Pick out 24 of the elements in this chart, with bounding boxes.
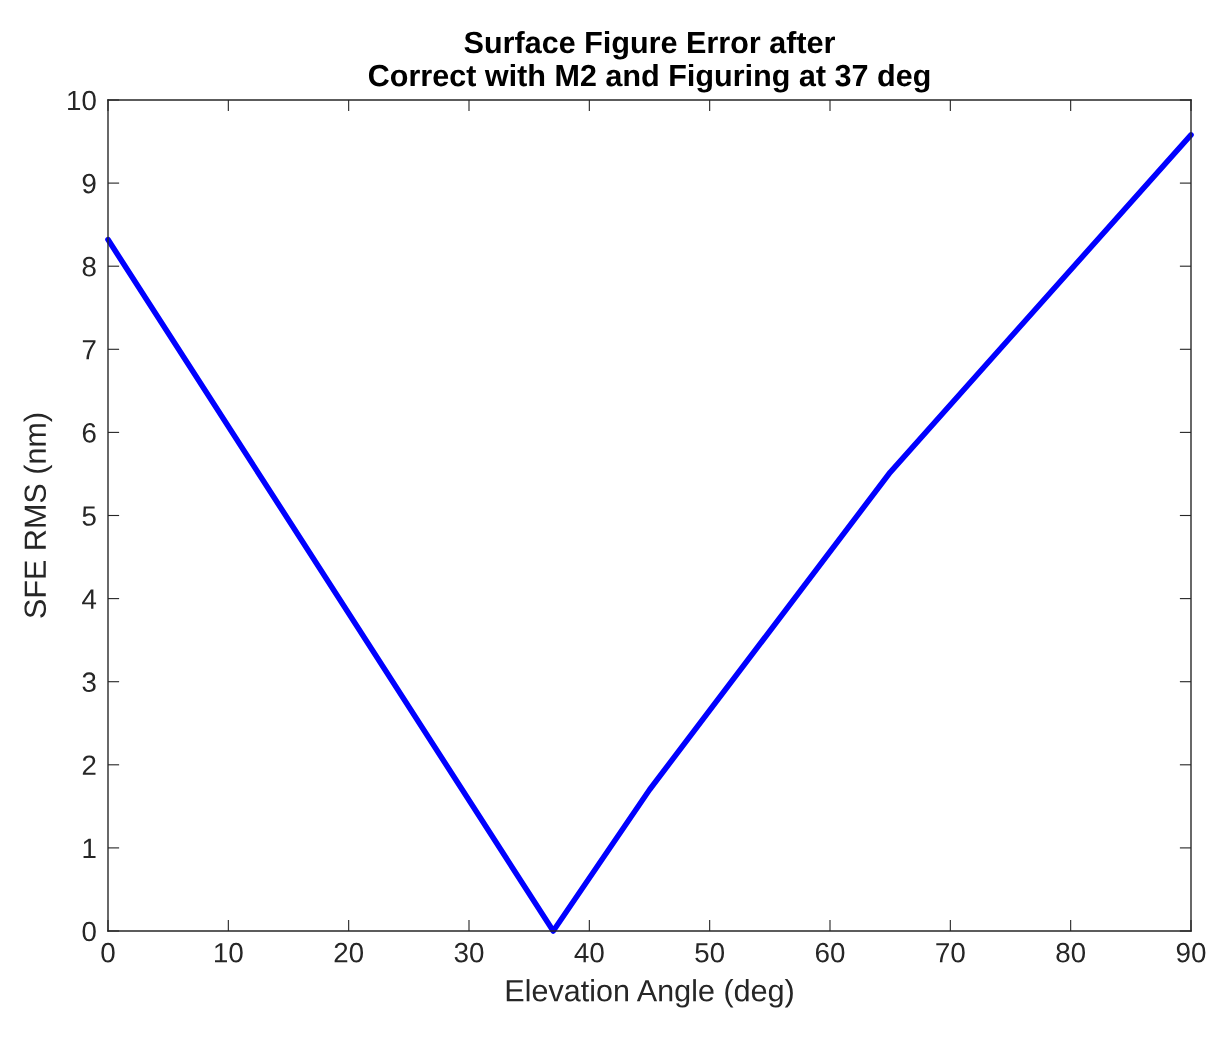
x-tick-label: 30 [454, 942, 484, 963]
y-tick-label: 8 [82, 256, 96, 277]
x-tick-label: 40 [574, 942, 604, 963]
y-tick-label: 5 [82, 506, 96, 526]
x-tick-label: 20 [334, 942, 364, 963]
x-tick-label: 80 [1056, 942, 1086, 963]
y-axis-title: SFE RMS (nm) [23, 413, 53, 618]
x-tick-label: 70 [936, 942, 965, 963]
y-tick-label: 0 [82, 921, 96, 942]
y-tick-label: 9 [82, 173, 96, 194]
x-tick-label: 60 [815, 942, 845, 963]
y-tick-label: 7 [82, 340, 96, 360]
x-tick-label: 10 [215, 942, 243, 963]
y-tick-label: 2 [82, 755, 96, 775]
y-tick-label: 10 [68, 90, 96, 111]
y-tick-label: 3 [82, 672, 96, 693]
x-tick-label: 0 [101, 942, 115, 963]
x-tick-label: 90 [1176, 942, 1206, 963]
y-tick-label: 4 [82, 589, 97, 609]
x-tick-label: 50 [695, 942, 725, 963]
chart-title: Surface Figure Error after Correct with M2 and Figuring at 37 deg [368, 30, 930, 93]
x-axis-title: Elevation Angle (deg) [506, 979, 793, 1008]
y-tick-label: 6 [82, 423, 96, 443]
y-tick-label: 1 [83, 838, 96, 858]
